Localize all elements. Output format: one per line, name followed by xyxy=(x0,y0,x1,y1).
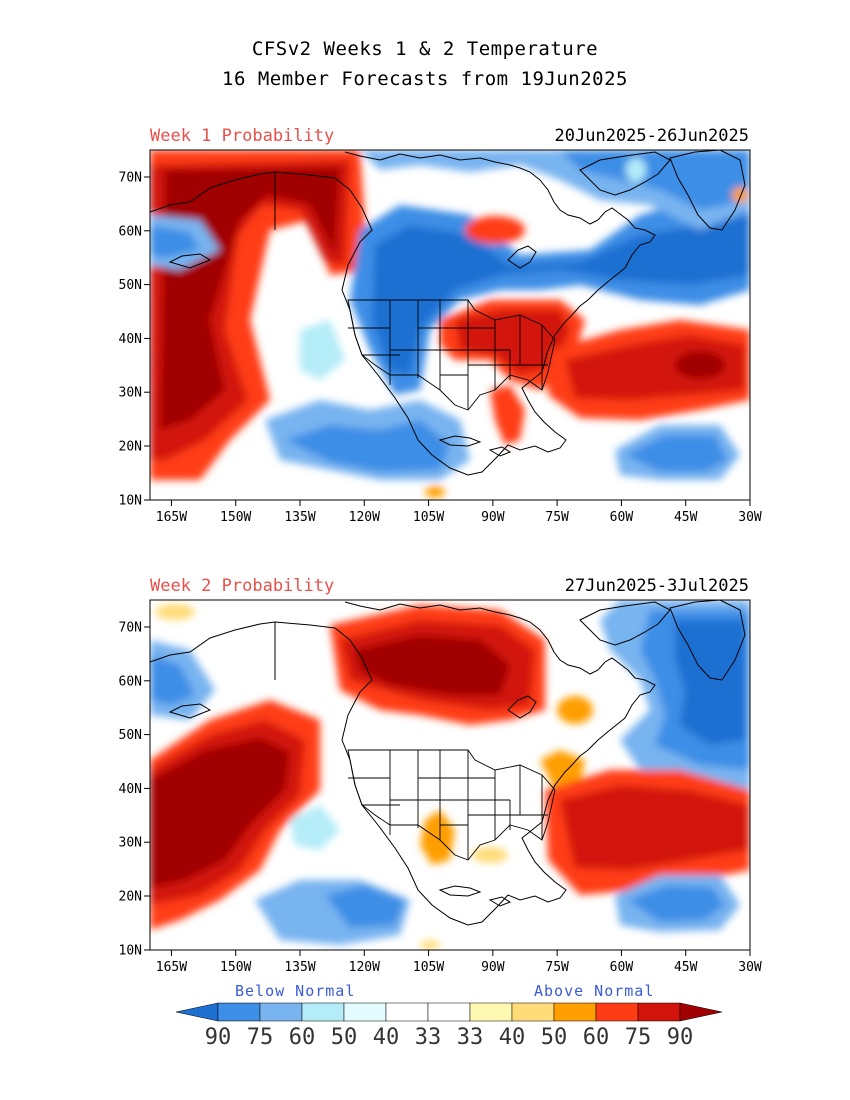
legend-arrow-right xyxy=(679,1002,723,1022)
week1-frame xyxy=(149,149,751,501)
week2-frame xyxy=(149,599,751,951)
color-legend: 90 75 60 50 40 33 33 40 50 60 75 90 xyxy=(175,1002,723,1050)
lon-tick-label: 90W xyxy=(481,960,505,975)
legend-number: 40 xyxy=(373,1025,400,1050)
week2-dates: 27Jun2025-3Jul2025 xyxy=(564,576,749,596)
legend-swatch xyxy=(259,1002,303,1022)
lat-tick-label: 10N xyxy=(119,944,142,959)
axis-ticks: 70N 60N 50N 40N 30N 20N 10N 165W 150W 135W 120W 105… xyxy=(119,171,762,976)
week1-dates: 20Jun2025-26Jun2025 xyxy=(554,126,749,146)
legend-number: 60 xyxy=(583,1025,610,1050)
legend-number: 33 xyxy=(457,1025,484,1050)
legend-swatch xyxy=(217,1002,261,1022)
week2-label: Week 2 Probability xyxy=(150,576,335,596)
lon-tick-label: 165W xyxy=(156,510,187,525)
legend-number: 90 xyxy=(205,1025,232,1050)
lon-tick-label: 75W xyxy=(545,960,569,975)
lon-tick-label: 105W xyxy=(413,960,444,975)
legend-number: 40 xyxy=(499,1025,526,1050)
lon-tick-label: 30W xyxy=(738,510,762,525)
legend-swatch xyxy=(385,1002,429,1022)
lat-tick-label: 20N xyxy=(119,440,142,455)
lat-tick-label: 30N xyxy=(119,836,142,851)
lat-tick-label: 10N xyxy=(119,494,142,509)
figure-title: CFSv2 Weeks 1 & 2 Temperature xyxy=(251,38,599,60)
legend-number: 75 xyxy=(247,1025,274,1050)
lon-tick-label: 90W xyxy=(481,510,505,525)
legend-number: 50 xyxy=(331,1025,358,1050)
legend-swatch xyxy=(427,1002,471,1022)
legend-arrow-left xyxy=(175,1002,219,1022)
lon-tick-label: 45W xyxy=(674,960,698,975)
legend-number: 75 xyxy=(625,1025,652,1050)
below-normal-label: Below Normal xyxy=(235,982,356,1000)
legend-swatch xyxy=(469,1002,513,1022)
lon-tick-label: 150W xyxy=(220,960,251,975)
lon-tick-label: 150W xyxy=(220,510,251,525)
lon-tick-label: 135W xyxy=(284,960,315,975)
legend-number: 33 xyxy=(415,1025,442,1050)
week1-map xyxy=(150,150,750,500)
lon-tick-label: 105W xyxy=(413,510,444,525)
legend-number: 60 xyxy=(289,1025,316,1050)
lat-tick-label: 70N xyxy=(119,171,142,186)
legend-swatch xyxy=(637,1002,681,1022)
lon-tick-label: 120W xyxy=(349,960,380,975)
lat-tick-label: 70N xyxy=(119,621,142,636)
lon-tick-label: 75W xyxy=(545,510,569,525)
lon-tick-label: 120W xyxy=(349,510,380,525)
lon-tick-label: 60W xyxy=(610,960,634,975)
lat-tick-label: 40N xyxy=(119,782,142,797)
lon-tick-label: 60W xyxy=(610,510,634,525)
legend-swatch xyxy=(343,1002,387,1022)
lat-tick-label: 20N xyxy=(119,890,142,905)
legend-swatch xyxy=(595,1002,639,1022)
lat-tick-label: 50N xyxy=(119,278,142,293)
lat-tick-label: 60N xyxy=(119,674,142,689)
above-normal-label: Above Normal xyxy=(534,982,655,1000)
lon-tick-label: 30W xyxy=(738,960,762,975)
week1-label: Week 1 Probability xyxy=(150,126,335,146)
legend-swatch xyxy=(553,1002,597,1022)
lat-tick-label: 60N xyxy=(119,224,142,239)
legend-swatch xyxy=(511,1002,555,1022)
legend-number: 50 xyxy=(541,1025,568,1050)
lon-tick-label: 165W xyxy=(156,960,187,975)
legend-swatch xyxy=(301,1002,345,1022)
figure-subtitle: 16 Member Forecasts from 19Jun2025 xyxy=(222,68,628,90)
lat-tick-label: 40N xyxy=(119,332,142,347)
lat-tick-label: 50N xyxy=(119,728,142,743)
lat-tick-label: 30N xyxy=(119,386,142,401)
legend-number: 90 xyxy=(667,1025,694,1050)
lon-tick-label: 135W xyxy=(284,510,315,525)
lon-tick-label: 45W xyxy=(674,510,698,525)
week2-map xyxy=(150,600,750,950)
